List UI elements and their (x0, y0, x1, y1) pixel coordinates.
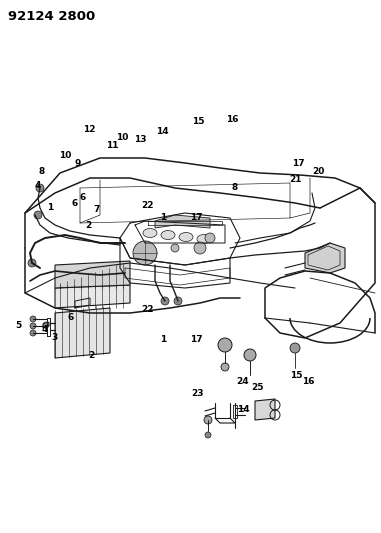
Text: 3: 3 (52, 334, 58, 343)
Text: 1: 1 (47, 203, 53, 212)
Text: 1: 1 (160, 335, 166, 344)
Text: 15: 15 (290, 370, 302, 379)
Text: 14: 14 (237, 406, 249, 415)
Text: 17: 17 (190, 214, 202, 222)
Polygon shape (55, 308, 110, 358)
Circle shape (34, 211, 42, 219)
Text: 13: 13 (134, 135, 146, 144)
Text: 10: 10 (59, 150, 71, 159)
Text: 17: 17 (292, 158, 304, 167)
Polygon shape (255, 399, 275, 420)
Circle shape (28, 259, 36, 267)
Polygon shape (305, 243, 345, 273)
Circle shape (30, 316, 36, 322)
Text: 5: 5 (15, 320, 21, 329)
Circle shape (171, 244, 179, 252)
Text: 6: 6 (68, 313, 74, 322)
Ellipse shape (197, 235, 211, 244)
Circle shape (221, 363, 229, 371)
Text: 14: 14 (156, 127, 168, 136)
Circle shape (204, 416, 212, 424)
Circle shape (133, 241, 157, 265)
Circle shape (194, 242, 206, 254)
Text: 17: 17 (190, 335, 202, 344)
Text: 8: 8 (232, 182, 238, 191)
Text: 12: 12 (83, 125, 95, 134)
Polygon shape (55, 261, 130, 288)
Text: 23: 23 (192, 389, 204, 398)
Circle shape (205, 432, 211, 438)
Text: 11: 11 (106, 141, 118, 149)
Text: 16: 16 (302, 377, 314, 386)
Text: 25: 25 (252, 384, 264, 392)
Text: 8: 8 (39, 167, 45, 176)
Text: 21: 21 (289, 175, 301, 184)
Text: 4: 4 (42, 326, 48, 335)
Text: 22: 22 (142, 305, 154, 314)
Text: 4: 4 (35, 181, 41, 190)
Text: 92124 2800: 92124 2800 (8, 10, 95, 23)
Text: 6: 6 (80, 193, 86, 203)
Text: 9: 9 (75, 158, 81, 167)
Text: 6: 6 (72, 199, 78, 208)
Circle shape (174, 297, 182, 305)
Ellipse shape (161, 230, 175, 239)
Text: 2: 2 (88, 351, 94, 359)
Text: 7: 7 (94, 206, 100, 214)
Text: 20: 20 (312, 167, 324, 176)
Circle shape (290, 343, 300, 353)
Text: 16: 16 (226, 116, 238, 125)
Ellipse shape (179, 232, 193, 241)
Text: 24: 24 (237, 377, 249, 386)
Polygon shape (55, 285, 130, 308)
Circle shape (36, 184, 44, 192)
Ellipse shape (143, 229, 157, 238)
Text: 10: 10 (116, 133, 128, 142)
Circle shape (30, 323, 36, 329)
Text: 2: 2 (85, 221, 91, 230)
Circle shape (205, 233, 215, 243)
Text: 22: 22 (142, 200, 154, 209)
Circle shape (244, 349, 256, 361)
Polygon shape (155, 215, 210, 228)
Circle shape (161, 297, 169, 305)
Circle shape (43, 322, 49, 328)
Text: 15: 15 (192, 117, 204, 126)
Circle shape (218, 338, 232, 352)
Text: 1: 1 (160, 213, 166, 222)
Circle shape (30, 330, 36, 336)
